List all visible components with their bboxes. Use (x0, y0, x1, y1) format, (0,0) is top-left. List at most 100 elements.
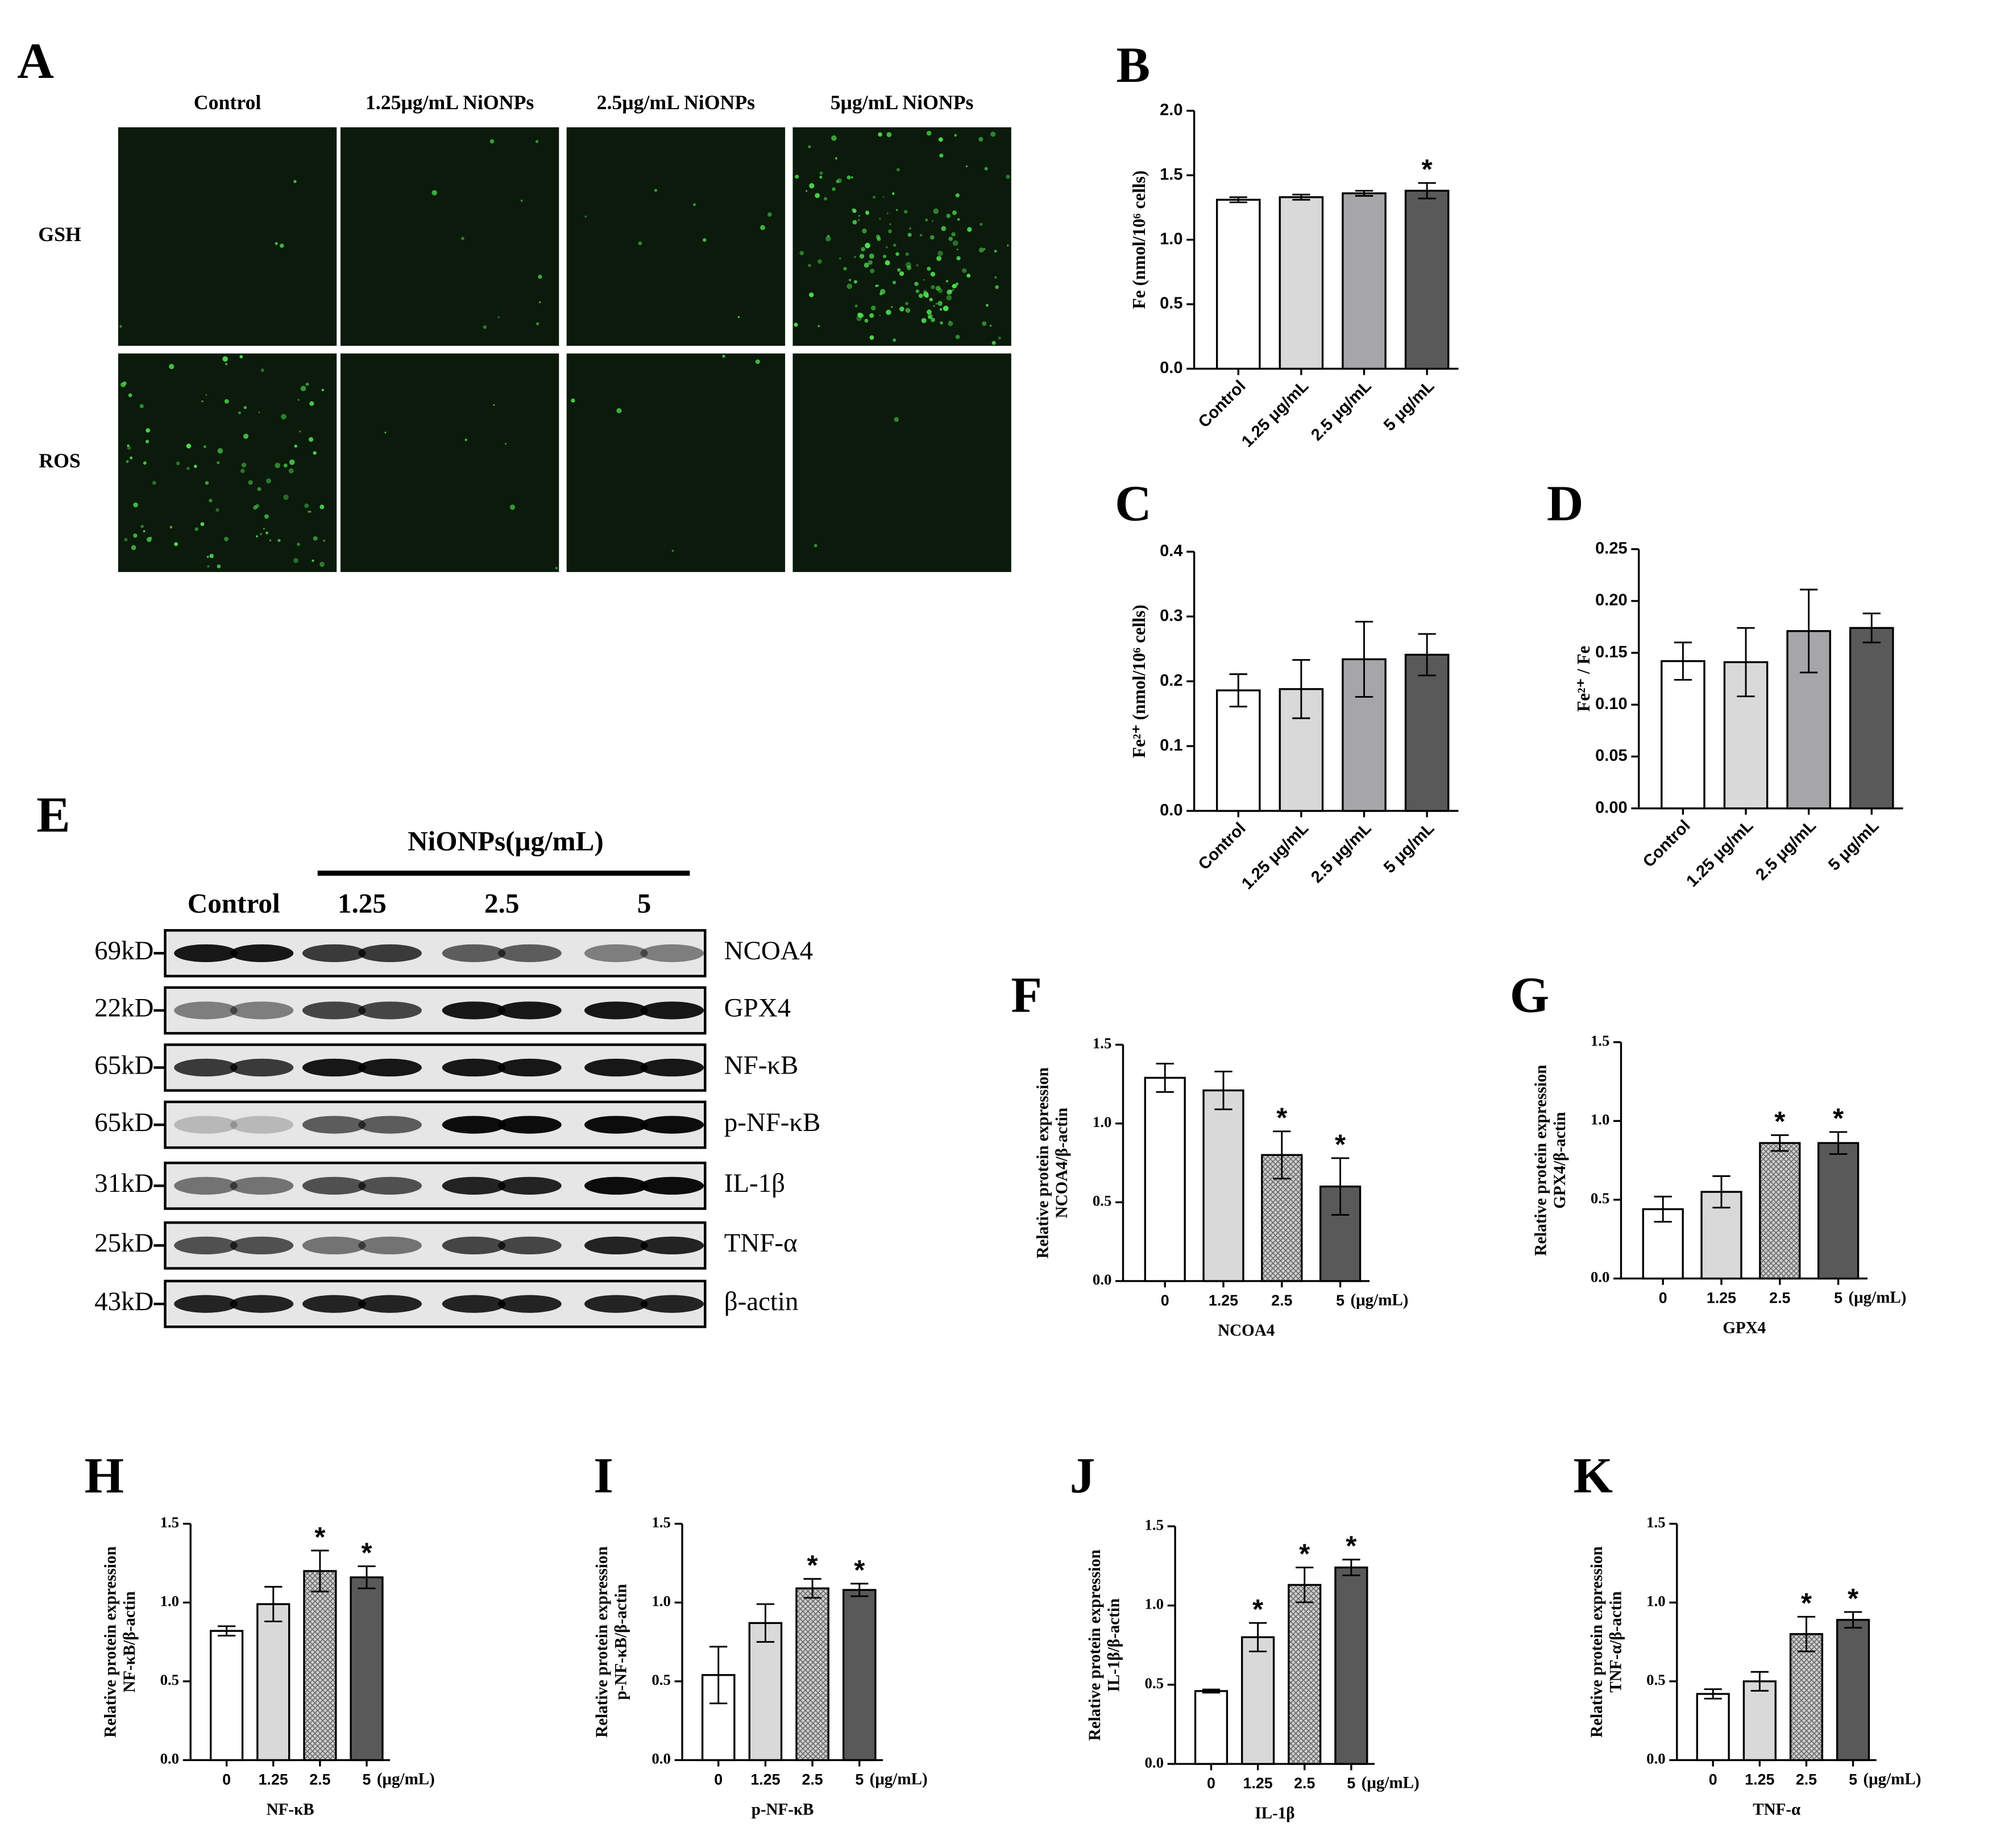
fluorescent-spot (924, 293, 929, 298)
fluorescent-spot (201, 400, 204, 403)
y-tick-label: 0.5 (160, 1671, 180, 1688)
fluorescent-spot (835, 157, 838, 160)
blot-band (302, 1001, 366, 1020)
x-unit-label: (μg/mL) (870, 1770, 928, 1788)
blot-band (584, 1176, 648, 1195)
fluorescent-spot (875, 284, 878, 287)
blot-band (230, 1001, 294, 1020)
blot-band (498, 1236, 562, 1255)
fluorescent-spot (817, 325, 820, 328)
fluorescent-spot (207, 565, 210, 568)
fluorescent-spot (919, 234, 923, 237)
error-bar (1355, 620, 1373, 698)
fluorescent-spot (869, 335, 874, 340)
fluorescent-spot (952, 284, 957, 289)
fluorescent-spot (905, 308, 911, 313)
y-tick-label: 1.0 (1591, 1111, 1610, 1128)
y-axis-label: Relative protein expression (1034, 1067, 1052, 1258)
panel-label: H (84, 1447, 124, 1503)
fluorescent-spot (205, 393, 208, 396)
column-header: 5μg/mL NiONPs (831, 91, 974, 114)
error-bar (1712, 1175, 1730, 1209)
micrograph (566, 127, 786, 346)
fluorescent-spot (990, 325, 992, 327)
y-tick-label: 0.2 (1160, 672, 1182, 690)
blot-band (584, 1116, 648, 1134)
micrograph (118, 127, 337, 346)
blot-band (302, 1236, 366, 1255)
fluorescent-spot (952, 240, 958, 246)
blot-band (230, 944, 294, 963)
error-bar (1829, 1131, 1848, 1155)
y-tick-label: 1.0 (651, 1592, 670, 1609)
micrograph-bg (340, 127, 559, 346)
y-axis-label: Relative protein expression (593, 1547, 611, 1738)
micrograph-bg (792, 127, 1011, 346)
lane-label: 2.5 (484, 888, 519, 919)
protein-name: GPX4 (724, 993, 791, 1023)
fluorescent-spot (951, 232, 956, 237)
y-tick-label: 0.5 (1144, 1675, 1164, 1692)
blot-band (174, 1116, 238, 1134)
fluorescent-spot (638, 241, 642, 246)
lane-label: 1.25 (338, 888, 387, 919)
x-tick-label: 5 (1336, 1292, 1344, 1309)
fluorescent-spot (854, 256, 856, 258)
fluorescent-spot (893, 243, 897, 247)
y-axis-label: Relative protein expression (1588, 1547, 1606, 1738)
fluorescent-spot (865, 242, 870, 248)
y-tick-label: 1.0 (1144, 1596, 1164, 1613)
fluorescent-spot (248, 480, 253, 485)
fluorescent-spot (431, 190, 437, 196)
fluorescent-spot (313, 451, 317, 455)
fluorescent-spot (980, 222, 983, 226)
fluorescent-spot (497, 316, 500, 318)
x-tick-label: 1.25 (1209, 1292, 1238, 1309)
significance-mark: * (361, 1537, 372, 1568)
fluorescent-spot (940, 321, 943, 325)
error-bar (1862, 612, 1881, 644)
fluorescent-spot (200, 522, 205, 527)
x-axis-label: TNF-α (1753, 1800, 1800, 1818)
blot-band (640, 1058, 704, 1077)
bar (1404, 653, 1450, 812)
fluorescent-spot (938, 137, 943, 142)
fluorescent-spot (931, 285, 935, 289)
fluorescent-spot (905, 252, 909, 256)
micrograph (792, 127, 1011, 346)
fluorescent-spot (965, 165, 968, 168)
fluorescent-spot (923, 279, 925, 281)
fluorescent-spot (520, 200, 523, 202)
y-tick-label: 0.5 (651, 1671, 670, 1688)
fluorescent-spot (1006, 175, 1010, 179)
fluorescent-spot (865, 210, 869, 215)
fluorescent-spot (241, 462, 247, 468)
fluorescent-spot (277, 538, 281, 542)
fluorescent-spot (217, 564, 221, 569)
x-tick-label: 1.25 (1745, 1771, 1774, 1788)
fluorescent-spot (957, 218, 960, 221)
y-axis-label: Relative protein expression (1086, 1549, 1104, 1741)
fluorescent-spot (930, 271, 936, 277)
x-tick-label: 2.5 (1271, 1292, 1292, 1309)
y-axis-label: Fe²⁺ (nmol/10⁶ cells) (1129, 604, 1149, 758)
fluorescent-spot (238, 411, 241, 415)
blot-band (230, 1116, 294, 1134)
column-header: 1.25μg/mL NiONPs (366, 91, 534, 114)
y-tick-label: 1.5 (1093, 1034, 1112, 1051)
y-tick-label: 0.5 (1160, 295, 1182, 313)
fluorescent-spot (870, 305, 876, 310)
molecular-weight: 31kD (94, 1169, 153, 1198)
error-bar (358, 1565, 376, 1589)
micrograph-bg (566, 353, 786, 572)
fluorescent-spot (217, 448, 223, 454)
blot-band (584, 1058, 648, 1077)
protein-name: NF-κB (724, 1050, 799, 1080)
y-tick-label: 0.25 (1595, 539, 1628, 557)
significance-mark: * (807, 1550, 819, 1581)
fluorescent-spot (215, 508, 219, 512)
bar (1215, 198, 1261, 370)
fluorescent-spot (222, 356, 228, 362)
y-tick-label: 0.3 (1160, 607, 1182, 625)
fluorescent-spot (319, 504, 325, 509)
